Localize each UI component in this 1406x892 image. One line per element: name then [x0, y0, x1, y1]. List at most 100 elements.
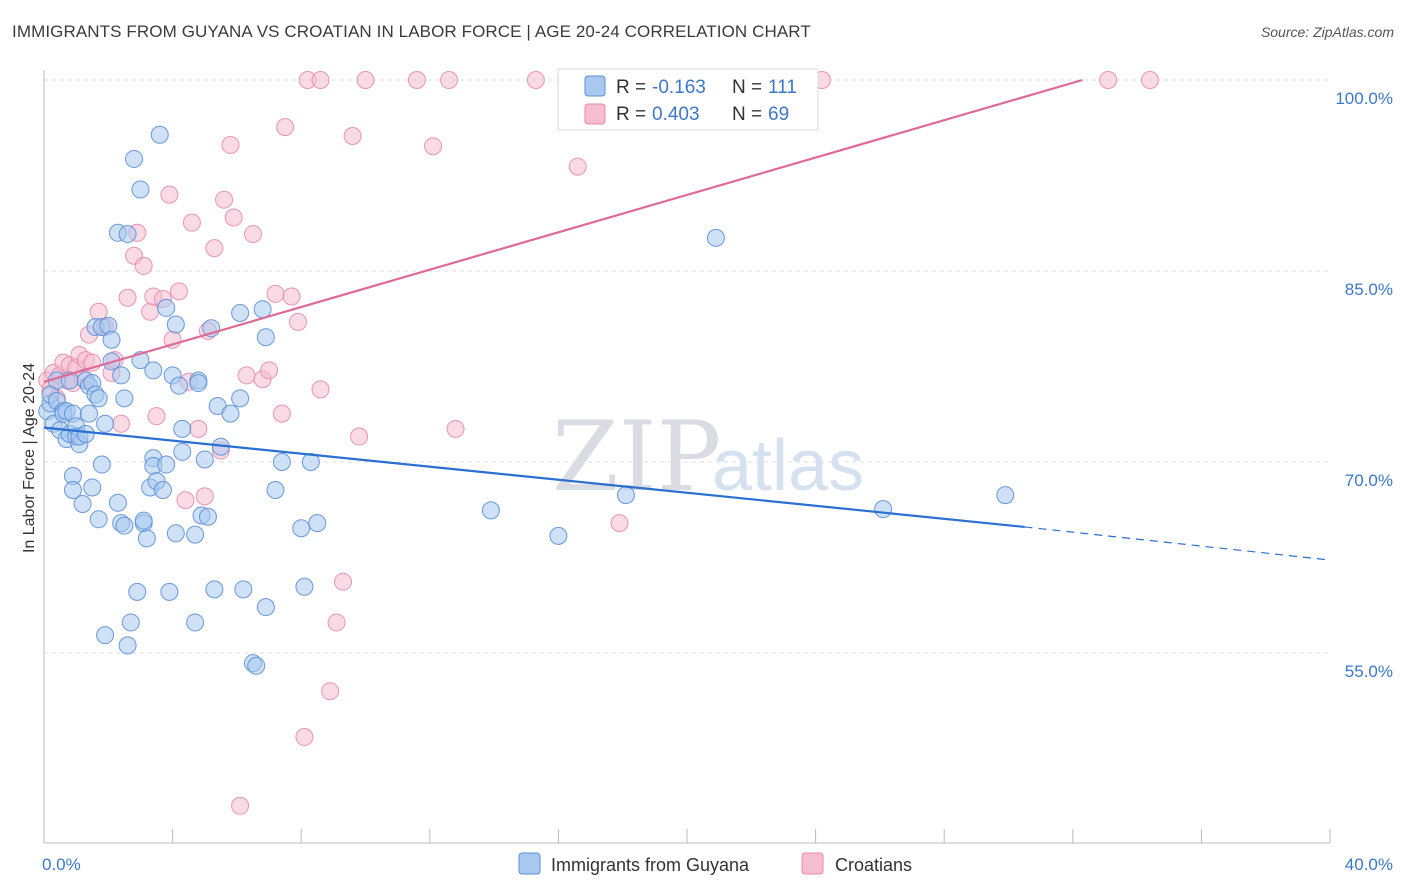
croatians-point — [321, 682, 340, 701]
guyana-point — [83, 478, 102, 497]
croatians-point — [147, 407, 166, 426]
legend-label-croatians: Croatians — [835, 855, 912, 875]
croatians-point — [215, 190, 234, 209]
y-tick-label: 85.0% — [1345, 280, 1393, 299]
guyana-point — [121, 613, 140, 632]
guyana-point — [63, 481, 82, 500]
croatians-point — [568, 157, 587, 176]
croatians-point — [276, 118, 295, 137]
legend-n-label-blue: N = — [732, 77, 762, 98]
guyana-point — [73, 495, 92, 514]
guyana-point — [166, 524, 185, 543]
source-label: Source: ZipAtlas.com — [1260, 24, 1394, 40]
guyana-point — [96, 414, 115, 433]
guyana-point — [112, 366, 131, 385]
y-tick-label: 70.0% — [1345, 471, 1393, 490]
legend-n-label-pink: N = — [732, 104, 762, 125]
guyana-point — [549, 526, 568, 545]
croatians-point — [311, 380, 330, 399]
guyana-point — [92, 455, 111, 474]
guyana-points — [38, 125, 1015, 675]
croatians-point — [141, 302, 160, 321]
croatians-point — [356, 71, 375, 89]
guyana-point — [89, 510, 108, 529]
guyana-point — [118, 636, 137, 655]
y-axis-title: In Labor Force | Age 20-24 — [21, 363, 38, 553]
guyana-point — [108, 493, 127, 512]
guyana-point — [144, 361, 163, 380]
x-tick-label-min: 0.0% — [42, 855, 81, 874]
guyana-point — [272, 453, 291, 471]
croatians-point — [311, 71, 330, 89]
guyana-point — [128, 582, 147, 601]
legend-swatch-guyana — [518, 852, 541, 875]
croatians-point — [189, 419, 208, 438]
x-ticks — [43, 829, 1331, 843]
guyana-point — [308, 514, 327, 533]
croatians-point — [266, 284, 285, 303]
guyana-point — [115, 516, 134, 535]
croatians-point — [272, 404, 291, 423]
guyana-point — [186, 525, 205, 544]
croatians-point — [526, 71, 545, 89]
guyana-trendline — [43, 426, 1025, 529]
watermark-atlas: atlas — [712, 426, 864, 506]
guyana-point — [131, 180, 150, 199]
croatians-point — [182, 213, 201, 232]
croatians-point — [343, 127, 362, 146]
guyana-point — [160, 582, 179, 601]
legend-r-value-blue: -0.163 — [652, 77, 706, 98]
guyana-point — [173, 442, 192, 461]
croatians-point — [231, 796, 250, 815]
croatians-point — [327, 613, 346, 632]
legend-swatch-croatians — [801, 852, 824, 875]
guyana-point — [157, 455, 176, 474]
guyana-point — [481, 501, 500, 520]
guyana-point — [221, 404, 240, 423]
x-tick-label-max: 40.0% — [1345, 855, 1393, 874]
croatians-point — [176, 491, 195, 510]
series-legend: Immigrants from Guyana Croatians — [518, 852, 912, 875]
croatians-point — [1099, 71, 1118, 89]
guyana-point — [125, 149, 144, 168]
croatians-point — [333, 572, 352, 591]
guyana-point — [115, 389, 134, 408]
legend-label-guyana: Immigrants from Guyana — [551, 855, 750, 875]
guyana-point — [153, 481, 172, 500]
croatians-point — [1140, 71, 1159, 89]
croatians-point — [134, 256, 153, 275]
chart-title: IMMIGRANTS FROM GUYANA VS CROATIAN IN LA… — [12, 22, 811, 41]
legend-swatch-blue — [584, 75, 606, 97]
guyana-point — [76, 424, 95, 443]
croatians-point — [295, 728, 314, 747]
guyana-point — [231, 304, 250, 323]
guyana-point — [996, 486, 1015, 505]
guyana-point — [118, 225, 137, 244]
watermark-zip: ZIP — [552, 401, 721, 513]
croatians-point — [112, 414, 131, 433]
guyana-point — [137, 529, 156, 548]
guyana-point — [89, 389, 108, 408]
guyana-point — [205, 580, 224, 599]
guyana-point — [247, 656, 266, 675]
y-tick-labels: 55.0% 70.0% 85.0% 100.0% — [1335, 89, 1393, 681]
guyana-point — [234, 580, 253, 599]
guyana-point — [170, 376, 189, 395]
croatians-point — [237, 366, 256, 385]
guyana-point — [253, 300, 272, 319]
legend-n-value-pink: 69 — [768, 104, 789, 125]
croatians-point — [350, 427, 369, 446]
croatians-point — [407, 71, 426, 89]
guyana-point — [150, 125, 169, 144]
legend-n-value-blue: 111 — [768, 77, 797, 98]
croatians-points — [38, 71, 1159, 815]
guyana-point — [198, 507, 217, 526]
guyana-point — [231, 389, 250, 408]
guyana-point — [874, 500, 893, 519]
guyana-point — [256, 328, 275, 347]
legend-r-label-blue: R = — [616, 77, 646, 98]
croatians-trendline — [43, 78, 1083, 383]
guyana-point — [256, 598, 275, 617]
legend-r-value-pink: 0.403 — [652, 104, 700, 125]
guyana-point — [186, 613, 205, 632]
